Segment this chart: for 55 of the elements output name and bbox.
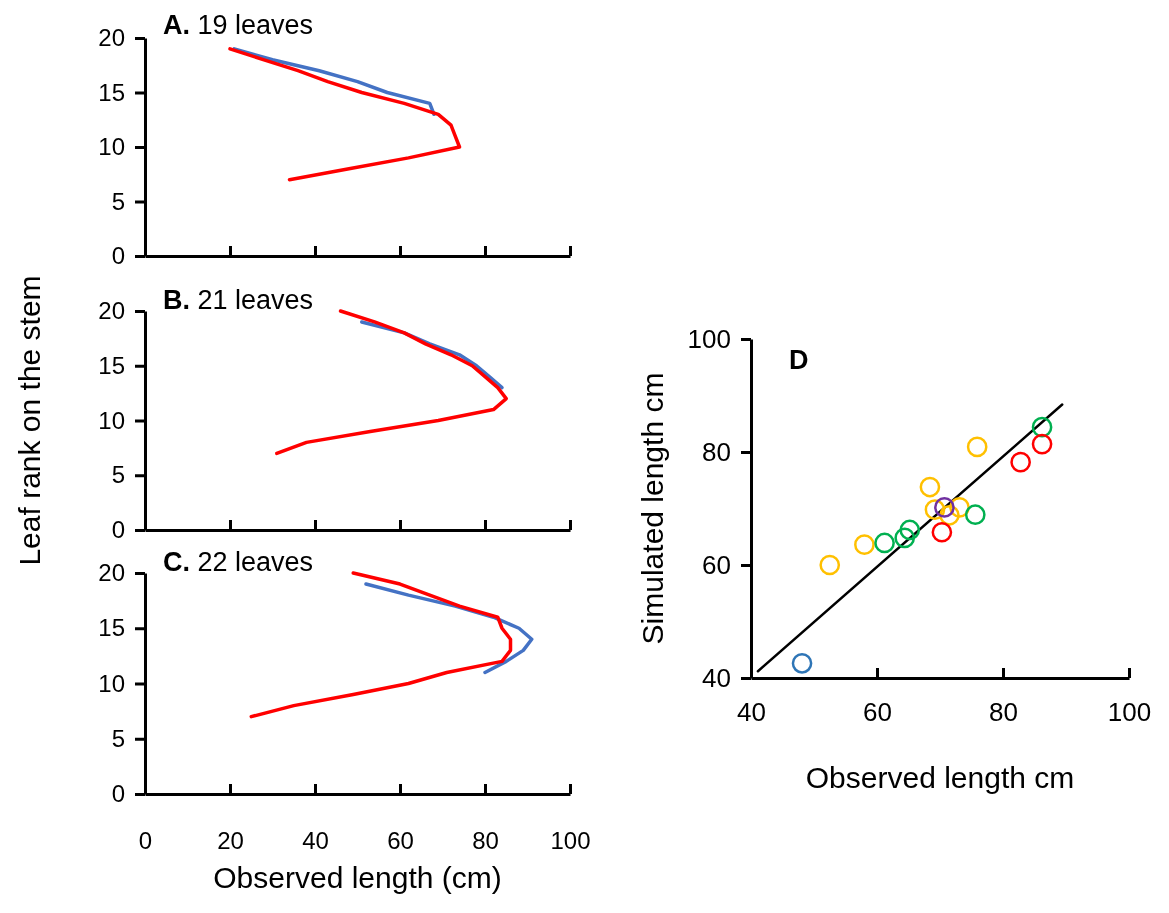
y-tick-label: 10 (98, 669, 125, 697)
line-series (249, 571, 513, 719)
x-tick-label: 80 (472, 827, 499, 855)
y-tick-label: 60 (702, 549, 731, 580)
chart-title: A. 19 leaves (163, 10, 314, 40)
x-tick-label: 60 (863, 697, 892, 728)
y-axis-title: Simulated length cm (635, 372, 669, 645)
y-tick-label: 80 (702, 436, 731, 467)
y-tick-label: 100 (687, 323, 731, 354)
x-tick-label: 60 (387, 827, 414, 855)
x-axis-title: Observed length (cm) (213, 861, 502, 894)
point (931, 521, 953, 543)
point (1031, 433, 1053, 455)
x-tick-label: 100 (550, 827, 591, 855)
y-axis-title: Leaf rank on the stem (12, 275, 46, 566)
point (874, 532, 895, 554)
chart-title: D (789, 345, 809, 375)
y-tick-label: 40 (702, 662, 731, 693)
y-tick-label: 5 (111, 724, 125, 752)
line-series (228, 47, 462, 182)
point (894, 527, 916, 549)
point (919, 476, 941, 498)
point (1010, 451, 1031, 473)
y-tick-label: 0 (111, 516, 125, 544)
x-tick-label: 0 (138, 827, 153, 855)
y-tick-label: 15 (98, 351, 125, 379)
point (924, 499, 946, 520)
y-tick-label: 20 (98, 24, 125, 52)
x-tick-label: 20 (217, 827, 244, 855)
x-tick-label: 80 (989, 697, 1018, 728)
x-tick-label: 100 (1107, 697, 1152, 728)
y-tick-label: 10 (98, 406, 125, 434)
y-tick-label: 10 (98, 133, 125, 161)
point (899, 519, 921, 541)
x-tick-label: 40 (302, 827, 329, 855)
y-tick-label: 5 (111, 461, 125, 489)
chart-title: C. 22 leaves (163, 547, 314, 577)
point (966, 436, 988, 458)
y-tick-label: 0 (111, 242, 125, 270)
x-tick-label: 40 (737, 697, 766, 728)
y-tick-label: 5 (111, 187, 125, 215)
line-series (232, 47, 436, 117)
point (964, 504, 986, 526)
line-series (275, 309, 508, 456)
point (934, 497, 955, 518)
x-axis-title: Observed length cm (805, 761, 1075, 794)
y-tick-label: 20 (98, 559, 125, 587)
chart-title: B. 21 leaves (163, 285, 314, 315)
point (791, 652, 813, 674)
y-tick-label: 20 (98, 297, 125, 325)
y-tick-label: 15 (98, 614, 125, 642)
point (854, 534, 875, 555)
y-tick-label: 0 (111, 780, 125, 808)
point (819, 554, 841, 576)
y-tick-label: 15 (98, 78, 125, 106)
